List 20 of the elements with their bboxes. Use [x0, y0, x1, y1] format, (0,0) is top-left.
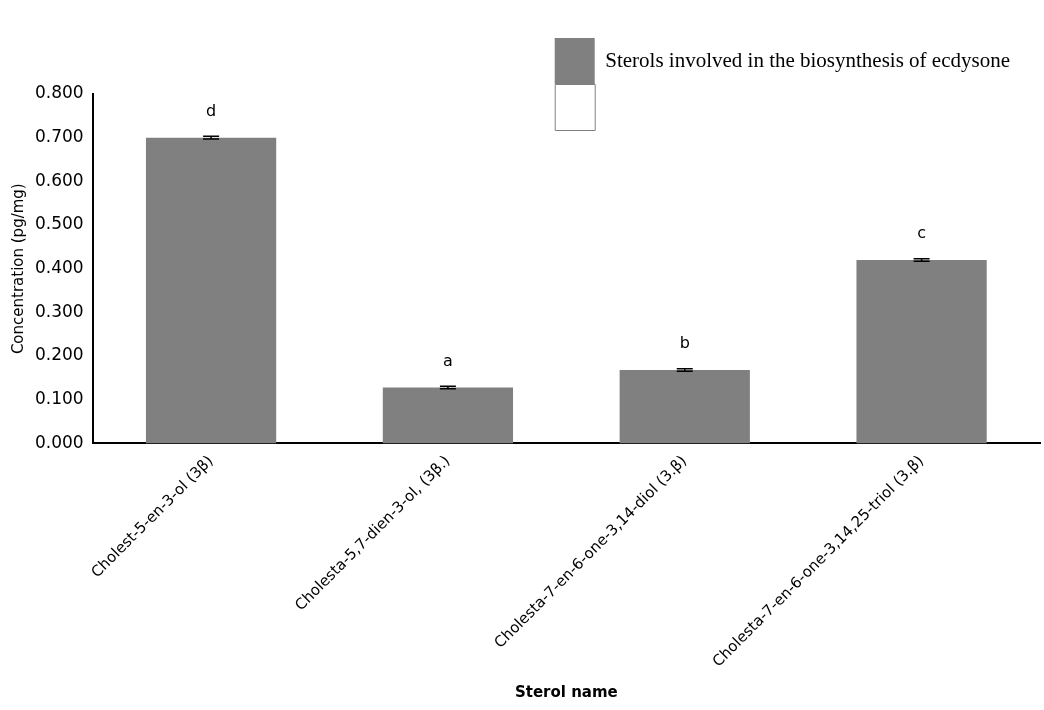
y-axis-title: Concentration (pg/mg)	[8, 183, 27, 355]
annotation: b	[679, 333, 690, 353]
bar	[856, 259, 987, 444]
bar	[145, 137, 277, 444]
y-tick-label: 0.600	[35, 169, 84, 190]
y-tick-label: 0.400	[35, 257, 84, 278]
y-tick-label: 0.700	[35, 126, 84, 147]
y-tick-label: 0.800	[35, 82, 84, 103]
bar	[382, 387, 514, 444]
y-tick-label: 0.000	[35, 431, 84, 452]
y-tick-label: 0.300	[35, 300, 84, 321]
annotation: d	[206, 100, 217, 120]
bar	[619, 370, 750, 444]
y-tick-label: 0.200	[35, 344, 84, 365]
y-tick-label: 0.100	[35, 388, 84, 409]
legend-label: Sterols involved in the biosynthesis of ecdysone	[605, 47, 1011, 72]
y-tick-label: 0.500	[35, 213, 84, 234]
annotation: c	[917, 223, 926, 243]
x-axis-title: Sterol name	[514, 682, 618, 701]
annotation: a	[443, 350, 453, 370]
